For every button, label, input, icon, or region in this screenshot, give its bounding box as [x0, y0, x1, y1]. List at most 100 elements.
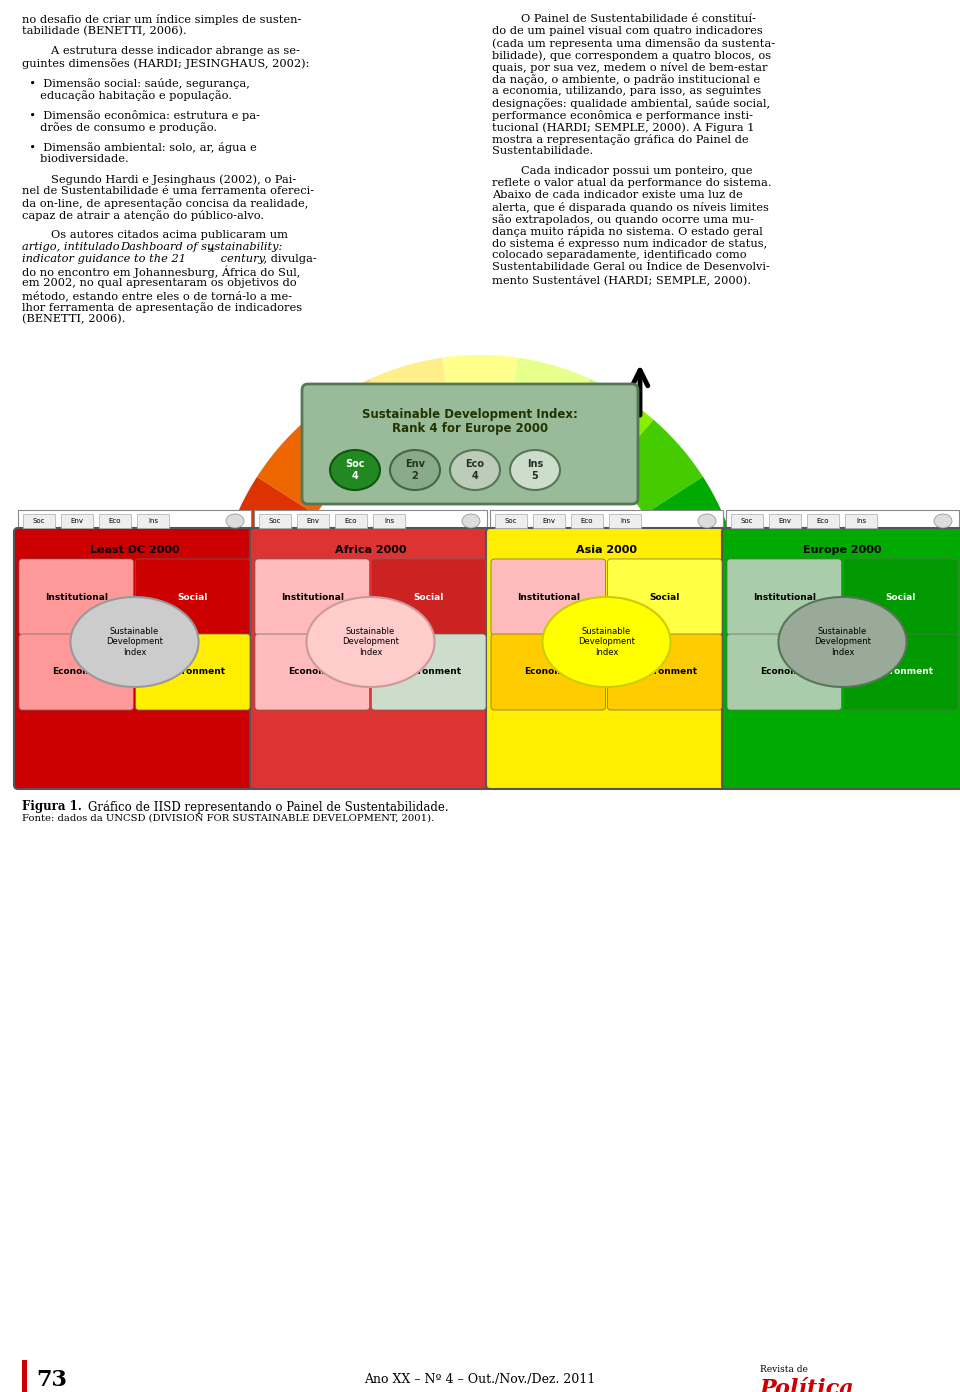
Ellipse shape [70, 597, 199, 688]
Text: Sustentabilidade.: Sustentabilidade. [492, 146, 593, 156]
Text: educação habitação e população.: educação habitação e população. [22, 90, 232, 100]
Ellipse shape [390, 450, 440, 490]
Text: Ano XX – Nº 4 – Out./Nov./Dez. 2011: Ano XX – Nº 4 – Out./Nov./Dez. 2011 [365, 1374, 595, 1386]
Text: Revista de: Revista de [760, 1366, 808, 1374]
Polygon shape [370, 358, 452, 443]
Text: Soc: Soc [269, 518, 281, 523]
Text: Economic: Economic [524, 668, 572, 677]
Bar [571, 514, 603, 528]
Bar [297, 514, 329, 528]
Text: Social: Social [885, 593, 916, 601]
Text: artigo, intitulado: artigo, intitulado [22, 242, 123, 252]
Text: Env: Env [70, 518, 84, 523]
Text: tucional (HARDI; SEMPLE, 2000). A Figura 1: tucional (HARDI; SEMPLE, 2000). A Figura… [492, 122, 755, 132]
FancyBboxPatch shape [19, 633, 133, 710]
Text: Sustainable
Development
Index: Sustainable Development Index [106, 628, 163, 657]
Text: 73: 73 [36, 1368, 67, 1391]
Ellipse shape [779, 597, 906, 688]
FancyBboxPatch shape [135, 560, 250, 635]
Text: da nação, o ambiente, o padrão institucional e: da nação, o ambiente, o padrão instituci… [492, 74, 760, 85]
Text: (BENETTI, 2006).: (BENETTI, 2006). [22, 315, 126, 324]
FancyBboxPatch shape [250, 528, 491, 789]
FancyBboxPatch shape [372, 633, 486, 710]
Text: da on-line, de apresentação concisa da realidade,: da on-line, de apresentação concisa da r… [22, 198, 308, 209]
Text: Institutional: Institutional [280, 593, 344, 601]
Ellipse shape [330, 450, 380, 490]
Text: Institutional: Institutional [45, 593, 108, 601]
Text: Environment: Environment [396, 668, 462, 677]
Ellipse shape [306, 597, 435, 688]
Bar [22, 1360, 27, 1392]
FancyBboxPatch shape [722, 528, 960, 789]
Text: biodiversidade.: biodiversidade. [22, 155, 129, 164]
Text: Europe 2000: Europe 2000 [804, 546, 881, 555]
Text: Eco: Eco [581, 518, 593, 523]
Text: Ins: Ins [620, 518, 630, 523]
Text: Economic: Economic [760, 668, 808, 677]
Ellipse shape [320, 355, 640, 455]
Polygon shape [561, 379, 654, 473]
Text: Gráfico de IISD representando o Painel de Sustentabilidade.: Gráfico de IISD representando o Painel d… [88, 800, 448, 813]
Text: Figura 1.: Figura 1. [22, 800, 82, 813]
FancyBboxPatch shape [14, 528, 255, 789]
Polygon shape [443, 355, 517, 427]
Polygon shape [306, 379, 399, 473]
Text: Environment: Environment [633, 668, 697, 677]
Text: mento Sustentável (HARDI; SEMPLE, 2000).: mento Sustentável (HARDI; SEMPLE, 2000). [492, 274, 751, 285]
Text: método, estando entre eles o de torná-lo a me-: método, estando entre eles o de torná-lo… [22, 290, 292, 301]
Bar [807, 514, 839, 528]
Text: indicator guidance to the 21: indicator guidance to the 21 [22, 253, 186, 264]
Ellipse shape [226, 514, 244, 528]
Bar [845, 514, 877, 528]
Text: drões de consumo e produção.: drões de consumo e produção. [22, 122, 217, 132]
Text: Ins: Ins [856, 518, 866, 523]
FancyBboxPatch shape [727, 633, 842, 710]
Text: Abaixo de cada indicador existe uma luz de: Abaixo de cada indicador existe uma luz … [492, 189, 743, 200]
Text: Dashboard of sustainability:: Dashboard of sustainability: [120, 242, 282, 252]
Text: Política: Política [760, 1378, 854, 1392]
Bar [259, 514, 291, 528]
Bar [731, 514, 763, 528]
Text: •  Dimensão econômica: estrutura e pa-: • Dimensão econômica: estrutura e pa- [22, 110, 260, 121]
Text: O Painel de Sustentabilidade é constituí-: O Painel de Sustentabilidade é constituí… [492, 14, 756, 24]
Text: Economic: Economic [288, 668, 336, 677]
Text: do no encontro em Johannesburg, África do Sul,: do no encontro em Johannesburg, África d… [22, 266, 300, 278]
Text: reflete o valor atual da performance do sistema.: reflete o valor atual da performance do … [492, 178, 772, 188]
Polygon shape [644, 476, 734, 565]
Ellipse shape [510, 450, 560, 490]
Text: Environment: Environment [160, 668, 226, 677]
Text: Environment: Environment [868, 668, 933, 677]
Ellipse shape [934, 514, 952, 528]
Text: são extrapolados, ou quando ocorre uma mu-: são extrapolados, ou quando ocorre uma m… [492, 214, 754, 226]
Bar [533, 514, 565, 528]
Text: quais, por sua vez, medem o nível de bem-estar: quais, por sua vez, medem o nível de bem… [492, 63, 767, 72]
FancyBboxPatch shape [135, 633, 250, 710]
Text: tabilidade (BENETTI, 2006).: tabilidade (BENETTI, 2006). [22, 26, 187, 36]
Polygon shape [608, 420, 703, 515]
Ellipse shape [462, 514, 480, 528]
Text: A estrutura desse indicador abrange as se-: A estrutura desse indicador abrange as s… [22, 46, 300, 56]
Text: Social: Social [414, 593, 444, 601]
Text: Eco: Eco [108, 518, 121, 523]
Text: Os autores citados acima publicaram um: Os autores citados acima publicaram um [22, 230, 288, 239]
Text: Sustainable Development Index:: Sustainable Development Index: [362, 408, 578, 420]
Text: •  Dimensão social: saúde, segurança,: • Dimensão social: saúde, segurança, [22, 78, 250, 89]
Polygon shape [257, 420, 352, 515]
FancyBboxPatch shape [372, 560, 486, 635]
Bar [373, 514, 405, 528]
Text: Institutional: Institutional [753, 593, 816, 601]
Text: Social: Social [650, 593, 680, 601]
FancyBboxPatch shape [608, 560, 722, 635]
Text: Fonte: dados da UNCSD (DIVISION FOR SUSTAINABLE DEVELOPMENT, 2001).: Fonte: dados da UNCSD (DIVISION FOR SUST… [22, 814, 434, 823]
FancyBboxPatch shape [844, 560, 958, 635]
Text: divulga-: divulga- [267, 253, 317, 264]
FancyBboxPatch shape [491, 633, 606, 710]
Text: mostra a representação gráfica do Painel de: mostra a representação gráfica do Painel… [492, 134, 749, 145]
Text: a economia, utilizando, para isso, as seguintes: a economia, utilizando, para isso, as se… [492, 86, 761, 96]
Polygon shape [508, 358, 590, 443]
Text: Eco: Eco [817, 518, 829, 523]
FancyBboxPatch shape [491, 560, 606, 635]
FancyBboxPatch shape [608, 633, 722, 710]
Text: Least DC 2000: Least DC 2000 [89, 546, 180, 555]
Text: Sustainable
Development
Index: Sustainable Development Index [342, 628, 399, 657]
